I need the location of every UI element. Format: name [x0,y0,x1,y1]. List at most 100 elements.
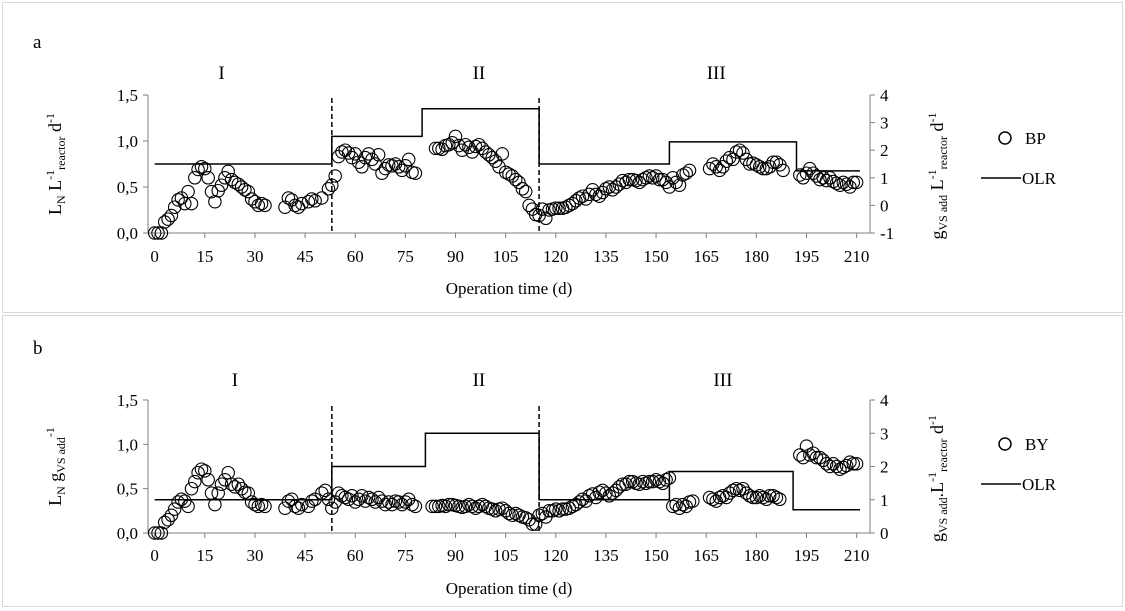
data-point [833,178,847,192]
data-point [819,457,834,471]
phase-label: II [473,370,486,391]
data-point [562,501,576,515]
x-tick-label: 30 [246,247,263,266]
data-point [198,464,212,478]
data-point [749,490,764,505]
axis-title-part: VS add [54,437,68,473]
y-right-tick-label: -1 [880,224,894,243]
olr-line [154,108,860,172]
axis-title-part: -1 [925,169,939,179]
data-point [221,164,235,179]
axis-title-part: -1 [925,415,939,425]
data-point [425,499,439,514]
data-point [281,494,296,508]
data-point [535,202,550,216]
data-point [642,169,657,183]
x-tick-label: 60 [347,247,364,266]
data-point [589,187,603,202]
data-point [726,483,740,498]
data-point [849,175,864,190]
data-point [325,501,339,515]
data-point [385,497,399,512]
x-tick-label: 90 [447,247,464,266]
y-right-tick-label: 3 [880,114,889,133]
data-point [535,506,550,521]
data-point [258,499,272,514]
data-point [849,457,864,471]
data-point [769,155,784,169]
data-point [826,174,840,189]
axis-title-part: d [927,123,947,137]
x-tick-label: 195 [794,546,820,565]
data-point [575,189,590,203]
data-point [361,490,376,505]
data-point [799,439,814,453]
data-point [174,492,189,507]
y-right-tick-label: 2 [880,141,889,160]
data-point [709,494,723,508]
data-point [248,497,262,512]
data-point [839,177,854,191]
data-point [803,161,817,176]
data-point [301,194,316,209]
y-left-tick-label: 1,5 [117,391,138,410]
data-point [335,145,349,159]
data-point [632,477,647,491]
data-point [843,455,857,469]
data-point [151,226,165,240]
x-tick-label: 45 [297,247,314,266]
data-point [512,175,526,190]
data-point [736,146,750,160]
y-left-tick-label: 1,5 [117,86,138,105]
x-axis-title: Operation time (d) [446,279,573,298]
data-point [428,141,443,156]
data-point [167,502,182,516]
x-tick-label: 15 [196,546,213,565]
y-right-tick-label: 2 [880,458,889,477]
data-point [799,166,814,180]
data-point [552,201,566,215]
data-point [401,152,416,167]
data-point [485,502,500,516]
panel-a: a 0,0 0,5 1,0 1,5 -1 0 1 2 3 4 0 15 30 45 60 75 90 105 120 1… [2,2,1123,313]
axis-title-part: L [45,495,65,506]
data-point [341,146,356,160]
data-point [325,178,339,192]
data-point [468,501,483,515]
data-point [214,178,229,192]
data-point [652,172,667,187]
data-point [472,137,486,152]
data-point [809,450,824,465]
data-point [198,161,212,176]
y-axis-title-right: gVS add.L-1reactor d-1 [925,415,950,542]
x-tick-label: 195 [794,247,820,266]
data-point [649,169,663,183]
y-left-tick-label: 0,0 [117,524,138,543]
data-point [231,477,246,491]
legend-label: BY [1025,435,1049,454]
data-point [625,474,640,489]
data-point [244,495,259,509]
x-tick-label: 150 [643,546,669,565]
x-tick-label: 165 [693,546,719,565]
data-point [669,497,683,512]
data-point [793,168,807,182]
x-tick-label: 0 [150,247,159,266]
data-point [345,489,359,503]
data-point [498,504,513,518]
data-point [258,198,272,213]
data-point [234,481,249,496]
data-point [458,137,473,152]
x-tick-label: 30 [246,546,263,565]
axis-title-part: -1 [43,170,57,180]
data-point [465,499,479,514]
axis-title-part: L [45,204,65,215]
data-point [622,172,637,187]
data-point [345,150,359,165]
phase-label: III [713,370,732,391]
data-point [522,198,536,213]
data-point [305,192,319,206]
data-point [251,198,266,213]
data-point [582,489,596,503]
x-tick-label: 0 [150,546,159,565]
